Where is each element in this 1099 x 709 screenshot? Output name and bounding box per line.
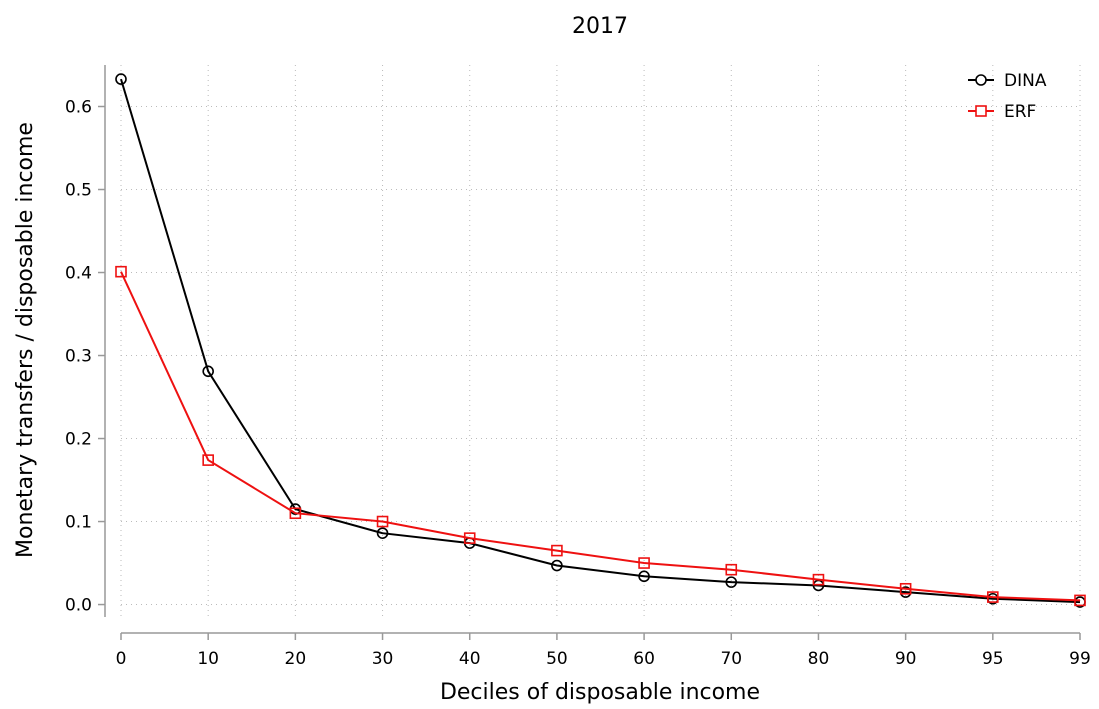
data-point-erf	[725, 563, 738, 576]
x-tick-label: 50	[546, 649, 568, 669]
data-point-erf	[812, 573, 825, 586]
data-point-dina	[202, 365, 214, 378]
data-point-erf	[638, 557, 650, 569]
y-tick-label: 0.1	[65, 513, 92, 533]
series-line-dina	[120, 78, 1081, 604]
legend-marker	[975, 105, 987, 117]
series-line-erf	[120, 271, 1081, 602]
x-axis-label: Deciles of disposable income	[440, 680, 760, 705]
x-axis-ticks: 0 10 20 30 40 50 60 70 80 90 95 99	[116, 633, 1091, 669]
x-tick-label: 30	[372, 649, 394, 669]
series-erf	[115, 265, 1086, 607]
legend-label: DINA	[1004, 71, 1047, 91]
x-tick-label: 99	[1069, 649, 1091, 669]
data-point-erf	[289, 507, 302, 520]
x-tick-label: 20	[285, 649, 307, 669]
data-series	[115, 73, 1086, 608]
x-tick-label: 60	[633, 649, 655, 669]
data-point-dina	[376, 527, 389, 539]
legend-item-dina: DINA	[968, 71, 1047, 91]
x-tick-label: 80	[808, 649, 830, 669]
data-point-erf	[987, 591, 999, 603]
data-point-dina	[551, 559, 563, 572]
x-tick-label: 10	[197, 649, 219, 669]
y-tick-label: 0.2	[65, 430, 92, 450]
data-point-erf	[1074, 594, 1086, 607]
grid-lines	[120, 65, 1081, 617]
y-tick-label: 0.0	[65, 596, 92, 616]
data-point-erf	[463, 532, 476, 544]
y-axis-label: Monetary transfers / disposable income	[13, 122, 38, 558]
chart-title: 2017	[572, 14, 628, 39]
y-tick-label: 0.5	[65, 181, 92, 201]
legend-label: ERF	[1004, 102, 1036, 122]
legend: DINA ERF	[968, 71, 1047, 122]
data-point-erf	[551, 544, 563, 557]
x-tick-label: 90	[895, 649, 917, 669]
x-tick-label: 70	[720, 649, 742, 669]
data-point-erf	[376, 515, 389, 528]
data-point-dina	[638, 570, 650, 583]
legend-marker	[975, 74, 987, 86]
y-axis-ticks: 0.0 0.1 0.2 0.3 0.4 0.5 0.6	[65, 98, 105, 616]
x-tick-label: 0	[116, 649, 127, 669]
data-point-erf	[202, 454, 214, 466]
x-tick-label: 95	[982, 649, 1004, 669]
x-tick-label: 40	[459, 649, 481, 669]
y-tick-label: 0.6	[65, 98, 92, 118]
data-point-erf	[899, 582, 912, 595]
data-point-erf	[115, 265, 127, 278]
data-point-dina	[115, 73, 127, 85]
data-point-dina	[725, 576, 738, 588]
y-tick-label: 0.3	[65, 347, 92, 367]
series-dina	[115, 73, 1086, 608]
legend-item-erf: ERF	[968, 102, 1036, 122]
y-tick-label: 0.4	[65, 264, 92, 284]
